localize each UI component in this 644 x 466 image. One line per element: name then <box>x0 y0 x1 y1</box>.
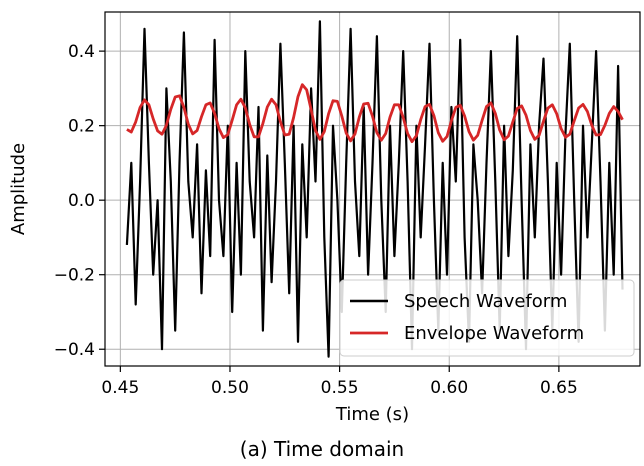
x-tick-label: 0.50 <box>211 378 249 398</box>
y-tick-label: −0.2 <box>54 266 95 286</box>
envelope-waveform-line <box>126 83 624 144</box>
legend: Speech Waveform Envelope Waveform <box>339 279 635 357</box>
x-tick-label: 0.65 <box>540 378 578 398</box>
y-tick-label: 0.0 <box>68 191 95 211</box>
legend-label: Envelope Waveform <box>404 323 584 344</box>
y-tick-label: −0.4 <box>54 340 95 360</box>
legend-label: Speech Waveform <box>404 291 567 312</box>
x-tick-label: 0.60 <box>430 378 468 398</box>
x-axis-label: Time (s) <box>335 404 409 425</box>
legend-box <box>339 279 635 357</box>
time-domain-chart: 0.45 0.50 0.55 0.60 0.65 −0.4 −0.2 0.0 0.2 0.4 Tim… <box>8 11 641 425</box>
figure-caption: (a) Time domain <box>239 437 405 461</box>
y-tick-label: 0.2 <box>68 117 95 137</box>
x-tick-label: 0.45 <box>101 378 139 398</box>
y-axis-label: Amplitude <box>8 143 29 235</box>
speech-waveform-line <box>125 20 624 358</box>
x-tick-label: 0.55 <box>321 378 359 398</box>
y-tick-label: 0.4 <box>68 42 95 62</box>
plot-frame <box>104 11 641 367</box>
